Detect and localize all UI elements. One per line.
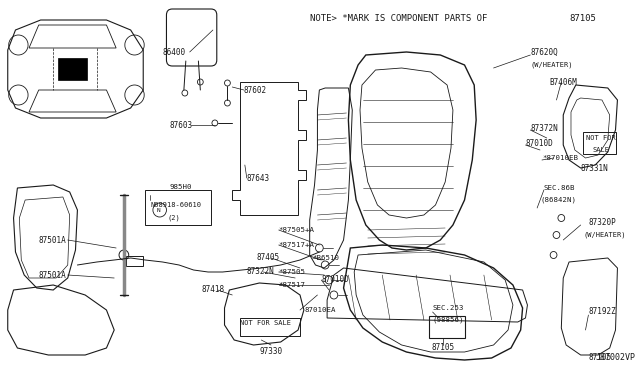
Text: N: N	[157, 208, 161, 212]
Text: 87192Z: 87192Z	[588, 308, 616, 317]
Text: 87643: 87643	[247, 173, 270, 183]
Text: 87501A: 87501A	[38, 235, 67, 244]
Text: 87010D: 87010D	[321, 276, 349, 285]
Text: 87603: 87603	[170, 121, 193, 129]
Text: 87331N: 87331N	[580, 164, 609, 173]
Text: 87010EA: 87010EA	[305, 307, 337, 313]
Text: 97330: 97330	[259, 347, 282, 356]
Text: (2): (2)	[168, 215, 180, 221]
Text: 87372N: 87372N	[531, 124, 558, 132]
Text: N08918-60610: N08918-60610	[150, 202, 201, 208]
Text: 87405: 87405	[257, 253, 280, 263]
Polygon shape	[58, 58, 87, 80]
Text: (98856): (98856)	[433, 317, 464, 323]
Text: *87517: *87517	[278, 282, 306, 288]
Text: (W/HEATER): (W/HEATER)	[531, 62, 573, 68]
Text: 87322N: 87322N	[247, 267, 275, 276]
Text: *87505: *87505	[278, 269, 306, 275]
Text: SEC.253: SEC.253	[433, 305, 464, 311]
Text: NOT FOR SALE: NOT FOR SALE	[240, 320, 291, 326]
Text: J87002VP: J87002VP	[595, 353, 635, 362]
Bar	[429, 316, 465, 338]
Text: 87105: 87105	[588, 353, 612, 362]
Text: 87105: 87105	[569, 13, 596, 22]
Text: 87320P: 87320P	[588, 218, 616, 227]
Text: 87010D: 87010D	[525, 138, 553, 148]
Text: *87517+A: *87517+A	[278, 242, 315, 248]
Text: SEC.86B: SEC.86B	[544, 185, 575, 191]
Text: (W/HEATER): (W/HEATER)	[584, 232, 626, 238]
Text: 87602: 87602	[244, 86, 267, 94]
Bar	[145, 190, 211, 225]
Text: *87505+A: *87505+A	[278, 227, 315, 233]
Text: 86400: 86400	[163, 48, 186, 57]
Text: NOTE> *MARK IS COMPONENT PARTS OF: NOTE> *MARK IS COMPONENT PARTS OF	[310, 13, 487, 22]
Text: 87105: 87105	[431, 343, 455, 353]
Text: 87501A: 87501A	[38, 270, 67, 279]
Text: *B6510: *B6510	[312, 255, 340, 261]
Text: SALE: SALE	[592, 147, 609, 153]
Text: 87418: 87418	[202, 285, 225, 295]
Bar	[126, 256, 143, 266]
Text: (86842N): (86842N)	[540, 197, 576, 203]
Text: 985H0: 985H0	[170, 184, 192, 190]
Bar	[582, 132, 616, 154]
Bar	[240, 318, 300, 336]
Text: *87010EB: *87010EB	[542, 155, 578, 161]
Text: 87620Q: 87620Q	[531, 48, 558, 57]
Text: B7406M: B7406M	[550, 77, 577, 87]
Text: NOT FOR: NOT FOR	[586, 135, 615, 141]
